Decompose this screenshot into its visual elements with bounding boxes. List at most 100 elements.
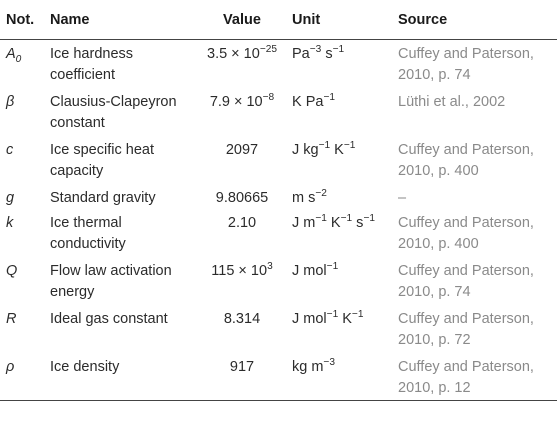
- cell-value: 9.80665: [198, 184, 286, 209]
- cell-name: Ice density: [44, 352, 198, 401]
- table-row: A0 Ice hardness coefficient 3.5 × 10−25 Pa−3…: [0, 40, 557, 88]
- unit-exponent: −1: [363, 212, 375, 224]
- header-notation: Not.: [0, 0, 44, 40]
- name-line: Ice hardness: [50, 46, 134, 62]
- symbol-base: β: [6, 93, 15, 110]
- cell-notation: Q: [0, 257, 44, 305]
- cell-notation: β: [0, 88, 44, 136]
- unit-exponent: −1: [351, 308, 364, 320]
- value-base: 917: [229, 358, 255, 375]
- value-base: 2097: [225, 141, 259, 158]
- table-header: Not. Name Value Unit Source: [0, 0, 557, 40]
- symbol-base: c: [6, 141, 14, 158]
- header-row: Not. Name Value Unit Source: [0, 0, 557, 40]
- unit-exponent: −1: [326, 308, 339, 320]
- symbol-base: k: [6, 214, 14, 231]
- unit-exponent: −2: [315, 187, 327, 199]
- table-row: ρ Ice density 917 kg m−3 Cuffey and Paterson…: [0, 352, 557, 401]
- name-line: Ice thermal: [50, 214, 122, 231]
- unit-base: J m: [292, 214, 316, 231]
- cell-source: Cuffey and Paterson, 2010, p. 74: [392, 257, 557, 305]
- source-line: Cuffey and Paterson,: [398, 141, 534, 158]
- table-row: R Ideal gas constant 8.314 J mol−1 K−1 Cuffe…: [0, 305, 557, 353]
- value-exponent: 3: [267, 260, 273, 272]
- cell-unit: m s−2: [286, 184, 392, 209]
- cell-notation: c: [0, 136, 44, 184]
- value-base: 8.314: [223, 310, 261, 327]
- value-base: 115 × 10: [211, 262, 268, 279]
- source-line: 2010, p. 72: [398, 331, 471, 348]
- name-line: Ice specific heat: [50, 141, 154, 158]
- cell-source: Cuffey and Paterson, 2010, p. 72: [392, 305, 557, 353]
- source-line: Cuffey and Paterson,: [398, 310, 534, 327]
- source-line: 2010, p. 74: [398, 67, 471, 83]
- unit-exponent: −1: [326, 260, 339, 272]
- cell-value: 7.9 × 10−8: [198, 88, 286, 136]
- cell-value: 115 × 103: [198, 257, 286, 305]
- name-line: coefficient: [50, 67, 116, 83]
- name-line: constant: [50, 114, 105, 131]
- cell-name: Ideal gas constant: [44, 305, 198, 353]
- cell-unit: kg m−3: [286, 352, 392, 401]
- table-row: k Ice thermal conductivity 2.10 J m−1 K−1 s−…: [0, 209, 557, 257]
- name-line: Ideal gas constant: [50, 310, 168, 327]
- source-line: Cuffey and Paterson,: [398, 46, 534, 62]
- source-line: Cuffey and Paterson,: [398, 358, 534, 375]
- cell-unit: J mol−1: [286, 257, 392, 305]
- unit-base: K: [338, 310, 352, 327]
- header-value: Value: [198, 0, 286, 40]
- unit-exponent: −1: [315, 212, 327, 224]
- source-line: –: [398, 189, 407, 206]
- symbol-base: R: [6, 310, 17, 327]
- unit-exponent: −1: [340, 212, 353, 224]
- unit-base: K: [330, 141, 344, 158]
- source-line: 2010, p. 400: [398, 235, 479, 252]
- unit-exponent: −3: [309, 44, 322, 56]
- cell-name: Flow law activation energy: [44, 257, 198, 305]
- name-line: Standard gravity: [50, 189, 156, 206]
- cell-source: Lüthi et al., 2002: [392, 88, 557, 136]
- cell-name: Ice thermal conductivity: [44, 209, 198, 257]
- symbol-sub: 0: [15, 53, 22, 65]
- unit-base: J kg: [292, 141, 319, 158]
- cell-notation: R: [0, 305, 44, 353]
- name-line: energy: [50, 283, 95, 300]
- source-line: Cuffey and Paterson,: [398, 262, 534, 279]
- cell-source: –: [392, 184, 557, 209]
- cell-value: 2.10: [198, 209, 286, 257]
- name-line: capacity: [50, 162, 104, 179]
- unit-base: K Pa: [292, 93, 324, 110]
- cell-source: Cuffey and Paterson, 2010, p. 12: [392, 352, 557, 401]
- cell-unit: K Pa−1: [286, 88, 392, 136]
- value-base: 7.9 × 10: [209, 93, 263, 110]
- cell-unit: J kg−1 K−1: [286, 136, 392, 184]
- value-exponent: −8: [262, 91, 275, 103]
- cell-source: Cuffey and Paterson, 2010, p. 400: [392, 136, 557, 184]
- cell-unit: Pa−3 s−1: [286, 40, 392, 88]
- name-line: conductivity: [50, 235, 126, 252]
- header-unit: Unit: [286, 0, 392, 40]
- unit-exponent: −3: [323, 356, 335, 368]
- table-row: β Clausius-Clapeyron constant 7.9 × 10−8 K P…: [0, 88, 557, 136]
- unit-base: m s: [292, 189, 316, 206]
- value-exponent: −25: [259, 44, 277, 56]
- unit-base: kg m: [292, 358, 324, 375]
- source-line: 2010, p. 12: [398, 379, 471, 396]
- table-body: A0 Ice hardness coefficient 3.5 × 10−25 Pa−3…: [0, 40, 557, 401]
- value-base: 2.10: [227, 214, 257, 231]
- source-line: Cuffey and Paterson,: [398, 214, 534, 231]
- cell-notation: ρ: [0, 352, 44, 401]
- cell-unit: J mol−1 K−1: [286, 305, 392, 353]
- table-row: c Ice specific heat capacity 2097 J kg−1 K−1…: [0, 136, 557, 184]
- cell-notation: A0: [0, 40, 44, 88]
- cell-source: Cuffey and Paterson, 2010, p. 400: [392, 209, 557, 257]
- unit-exponent: −1: [332, 44, 345, 56]
- unit-base: J mol: [292, 262, 327, 279]
- unit-exponent: −1: [318, 139, 331, 151]
- value-base: 9.80665: [215, 189, 269, 206]
- unit-exponent: −1: [343, 139, 356, 151]
- header-source: Source: [392, 0, 557, 40]
- cell-value: 2097: [198, 136, 286, 184]
- unit-exponent: −1: [323, 91, 335, 103]
- name-line: Ice density: [50, 358, 120, 375]
